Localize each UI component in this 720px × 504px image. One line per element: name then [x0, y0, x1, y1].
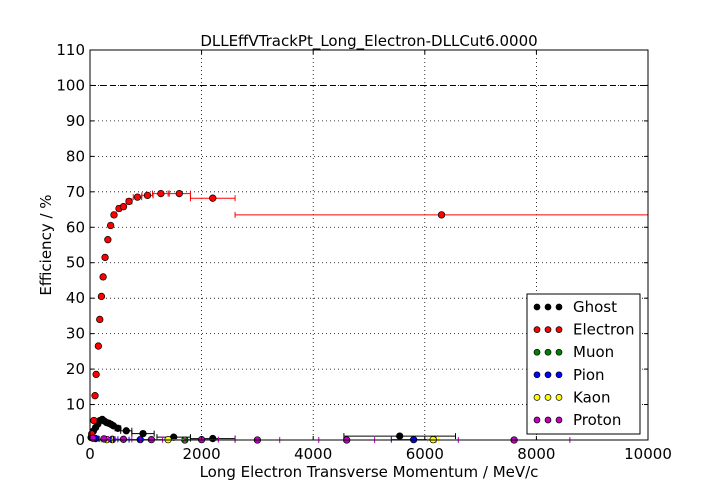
- ticks: [89, 49, 649, 441]
- legend-marker: [555, 416, 563, 424]
- legend-marker: [555, 348, 563, 356]
- legend-box: [526, 293, 641, 435]
- y-axis-title: Efficiency / %: [37, 194, 55, 295]
- data-point: [104, 236, 112, 244]
- x-tick-label: 2000: [183, 445, 221, 463]
- legend-entry: Proton: [533, 411, 621, 429]
- data-point: [97, 292, 106, 301]
- legend: Ghost Electron Muon Pion Kaon Proton: [526, 293, 641, 435]
- legend-label: Proton: [573, 411, 621, 429]
- series-electron: [88, 189, 649, 438]
- legend-entry: Ghost: [533, 298, 617, 316]
- legend-marker: [544, 348, 552, 356]
- legend-marker: [533, 348, 541, 356]
- legend-entry: Muon: [533, 343, 614, 361]
- data-point: [125, 197, 133, 206]
- data-point: [99, 273, 107, 281]
- y-tick-label: 100: [56, 76, 85, 94]
- legend-label: Kaon: [573, 388, 610, 406]
- data-point: [122, 427, 130, 435]
- legend-entry: Electron: [533, 321, 635, 339]
- data-point: [437, 211, 446, 219]
- legend-marker: [533, 371, 541, 379]
- legend-marker: [555, 394, 563, 401]
- legend-label: Pion: [573, 366, 605, 384]
- data-point: [143, 191, 152, 200]
- data-point: [133, 193, 142, 201]
- plot-frame: [89, 49, 649, 441]
- y-tick-label: 10: [66, 396, 85, 414]
- data-point: [209, 194, 217, 202]
- data-point: [106, 221, 115, 230]
- x-tick-labels: 0 2000 4000 6000 8000 10000: [85, 445, 672, 463]
- data-point: [157, 189, 165, 198]
- legend-marker: [544, 371, 552, 379]
- x-tick-label: 6000: [406, 445, 444, 463]
- legend-marker: [544, 416, 552, 424]
- data-point: [90, 416, 98, 425]
- legend-marker: [544, 326, 552, 333]
- data-point: [101, 253, 109, 262]
- legend-label: Electron: [573, 321, 635, 339]
- x-axis-title: Long Electron Transverse Momentum / MeV/…: [200, 463, 539, 481]
- y-tick-label: 20: [66, 360, 85, 378]
- data-point: [209, 434, 217, 443]
- y-tick-label: 80: [66, 147, 85, 165]
- y-tick-label: 50: [66, 254, 85, 272]
- data-point: [119, 203, 128, 211]
- legend-marker: [555, 303, 563, 311]
- y-tick-label: 70: [66, 183, 85, 201]
- y-tick-labels: 0 10 20 30 40 50 60 70 80 90 100 110: [56, 41, 85, 449]
- y-tick-label: 110: [56, 41, 85, 59]
- x-tick-label: 4000: [294, 445, 332, 463]
- data-point: [396, 432, 404, 440]
- legend-marker: [533, 326, 541, 333]
- legend-label: Muon: [573, 343, 614, 361]
- x-tick-label: 8000: [517, 445, 555, 463]
- y-tick-label: 0: [75, 431, 85, 449]
- data-point: [119, 435, 128, 443]
- legend-label: Ghost: [573, 298, 617, 316]
- y-tick-label: 30: [66, 325, 85, 343]
- legend-marker: [533, 394, 541, 401]
- data-point: [110, 211, 118, 219]
- legend-entry: Kaon: [533, 388, 610, 406]
- legend-marker: [533, 303, 541, 311]
- x-tick-label: 0: [85, 445, 95, 463]
- data-point: [139, 429, 147, 438]
- legend-marker: [544, 394, 552, 401]
- legend-marker: [544, 303, 552, 311]
- legend-marker: [555, 326, 563, 333]
- y-tick-label: 40: [66, 289, 85, 307]
- series-proton: [89, 434, 571, 444]
- data-point: [96, 315, 104, 324]
- legend-marker: [533, 416, 541, 424]
- data-point: [91, 392, 99, 400]
- data-point: [175, 189, 183, 198]
- chart-title: DLLEffVTrackPt_Long_Electron-DLLCut6.000…: [200, 32, 537, 51]
- legend-entry: Pion: [533, 366, 605, 384]
- data-point: [100, 435, 108, 443]
- data-point: [92, 370, 100, 379]
- legend-marker: [555, 371, 563, 379]
- data-point: [114, 424, 122, 432]
- data-point: [94, 342, 103, 350]
- y-tick-label: 90: [66, 112, 85, 130]
- y-tick-label: 60: [66, 218, 85, 236]
- x-tick-label: 10000: [624, 445, 672, 463]
